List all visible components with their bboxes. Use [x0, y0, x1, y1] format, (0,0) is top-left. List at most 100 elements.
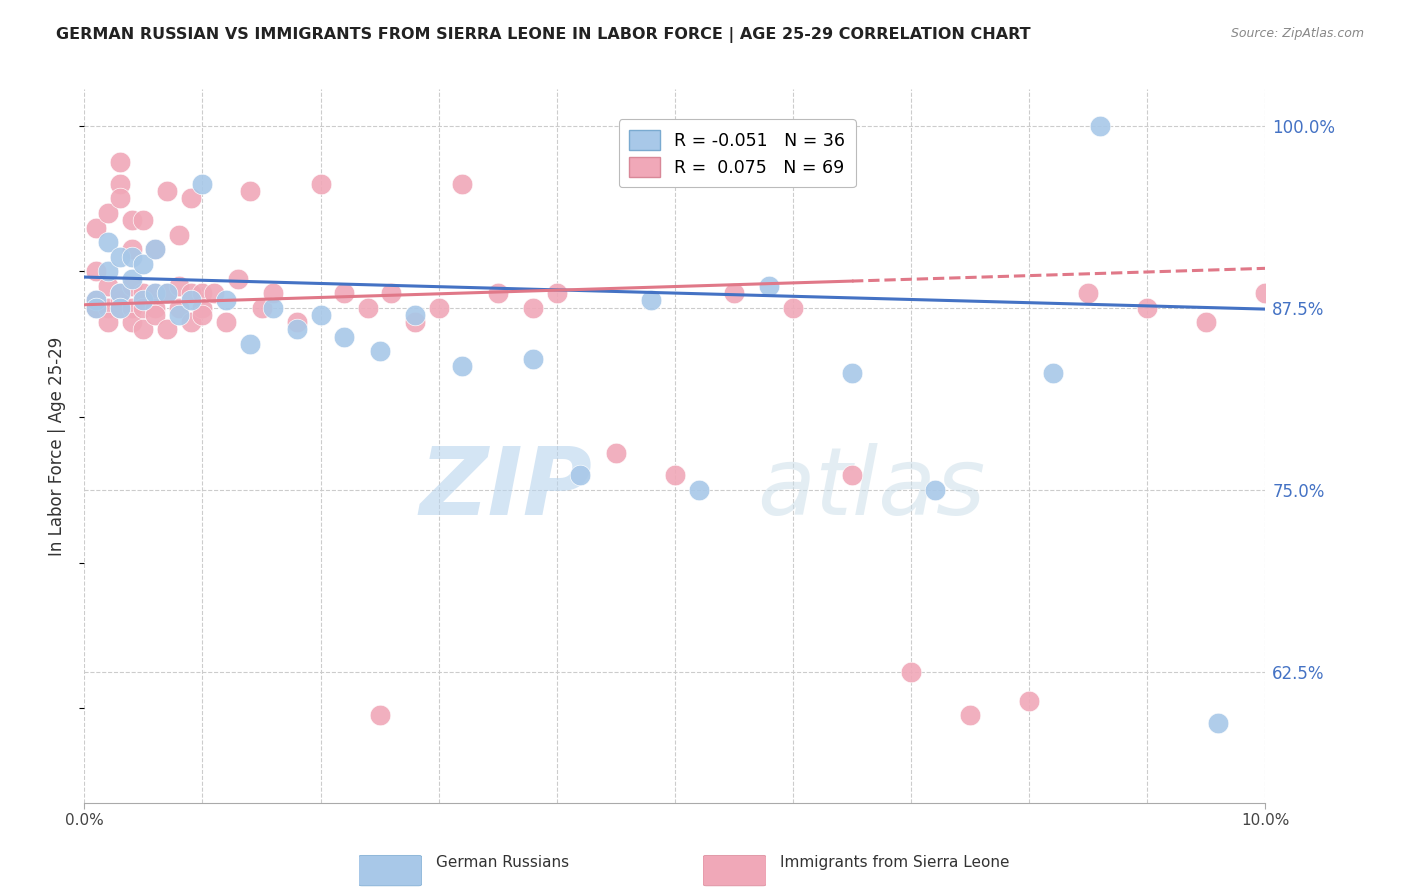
Point: [333, 286, 356, 301]
Point: [522, 301, 544, 315]
Point: [841, 366, 863, 380]
Point: [108, 155, 131, 169]
Point: [84, 293, 107, 308]
Point: [108, 293, 131, 308]
Point: [191, 177, 214, 191]
Point: [84, 301, 107, 315]
Point: [782, 301, 804, 315]
Point: [121, 271, 143, 285]
Point: [97, 235, 120, 249]
Point: [427, 301, 450, 315]
Point: [380, 286, 402, 301]
Point: [368, 344, 391, 359]
Point: [664, 468, 686, 483]
Legend: R = -0.051   N = 36, R =  0.075   N = 69: R = -0.051 N = 36, R = 0.075 N = 69: [619, 120, 856, 187]
Point: [121, 250, 143, 264]
Point: [108, 301, 131, 315]
FancyBboxPatch shape: [359, 855, 422, 886]
Point: [143, 243, 166, 257]
Point: [1254, 286, 1277, 301]
Point: [143, 308, 166, 322]
Text: Source: ZipAtlas.com: Source: ZipAtlas.com: [1230, 27, 1364, 40]
Point: [333, 330, 356, 344]
Point: [522, 351, 544, 366]
Point: [451, 177, 474, 191]
Point: [180, 191, 202, 205]
Point: [841, 468, 863, 483]
Point: [108, 250, 131, 264]
Point: [97, 206, 120, 220]
FancyBboxPatch shape: [703, 855, 766, 886]
Point: [84, 264, 107, 278]
Point: [167, 301, 190, 315]
Point: [226, 271, 249, 285]
Point: [132, 301, 155, 315]
Point: [143, 243, 166, 257]
Point: [156, 322, 179, 336]
Point: [108, 177, 131, 191]
Point: [262, 301, 284, 315]
Point: [84, 293, 107, 308]
Point: [1136, 301, 1159, 315]
Point: [191, 301, 214, 315]
Point: [640, 293, 662, 308]
Point: [167, 278, 190, 293]
Point: [180, 315, 202, 329]
Point: [1077, 286, 1099, 301]
Point: [121, 301, 143, 315]
Point: [404, 308, 426, 322]
Point: [180, 286, 202, 301]
Text: ZIP: ZIP: [419, 442, 592, 535]
Point: [121, 278, 143, 293]
Point: [108, 286, 131, 301]
Point: [202, 286, 225, 301]
Point: [132, 213, 155, 227]
Point: [84, 301, 107, 315]
Point: [97, 301, 120, 315]
Point: [108, 301, 131, 315]
Point: [156, 286, 179, 301]
Point: [285, 322, 308, 336]
Point: [239, 184, 262, 198]
Point: [191, 308, 214, 322]
Point: [1042, 366, 1064, 380]
Point: [723, 286, 745, 301]
Point: [167, 308, 190, 322]
Point: [239, 337, 262, 351]
Point: [97, 278, 120, 293]
Point: [309, 177, 332, 191]
Point: [132, 286, 155, 301]
Point: [132, 293, 155, 308]
Point: [309, 308, 332, 322]
Point: [1195, 315, 1218, 329]
Point: [97, 315, 120, 329]
Point: [924, 483, 946, 497]
Point: [121, 243, 143, 257]
Point: [688, 483, 710, 497]
Point: [156, 184, 179, 198]
Point: [1018, 694, 1040, 708]
Point: [121, 213, 143, 227]
Point: [156, 286, 179, 301]
Point: [605, 446, 627, 460]
Text: Immigrants from Sierra Leone: Immigrants from Sierra Leone: [780, 855, 1010, 870]
Point: [132, 322, 155, 336]
Point: [167, 227, 190, 242]
Point: [569, 468, 592, 483]
Point: [758, 278, 780, 293]
Text: GERMAN RUSSIAN VS IMMIGRANTS FROM SIERRA LEONE IN LABOR FORCE | AGE 25-29 CORREL: GERMAN RUSSIAN VS IMMIGRANTS FROM SIERRA…: [56, 27, 1031, 43]
Point: [132, 257, 155, 271]
Text: atlas: atlas: [758, 443, 986, 534]
Point: [180, 293, 202, 308]
Point: [97, 264, 120, 278]
Point: [215, 293, 238, 308]
Point: [368, 708, 391, 723]
Point: [108, 191, 131, 205]
Point: [84, 220, 107, 235]
Y-axis label: In Labor Force | Age 25-29: In Labor Force | Age 25-29: [48, 336, 66, 556]
Point: [191, 286, 214, 301]
Point: [357, 301, 380, 315]
Point: [451, 359, 474, 373]
Point: [959, 708, 981, 723]
Point: [486, 286, 509, 301]
